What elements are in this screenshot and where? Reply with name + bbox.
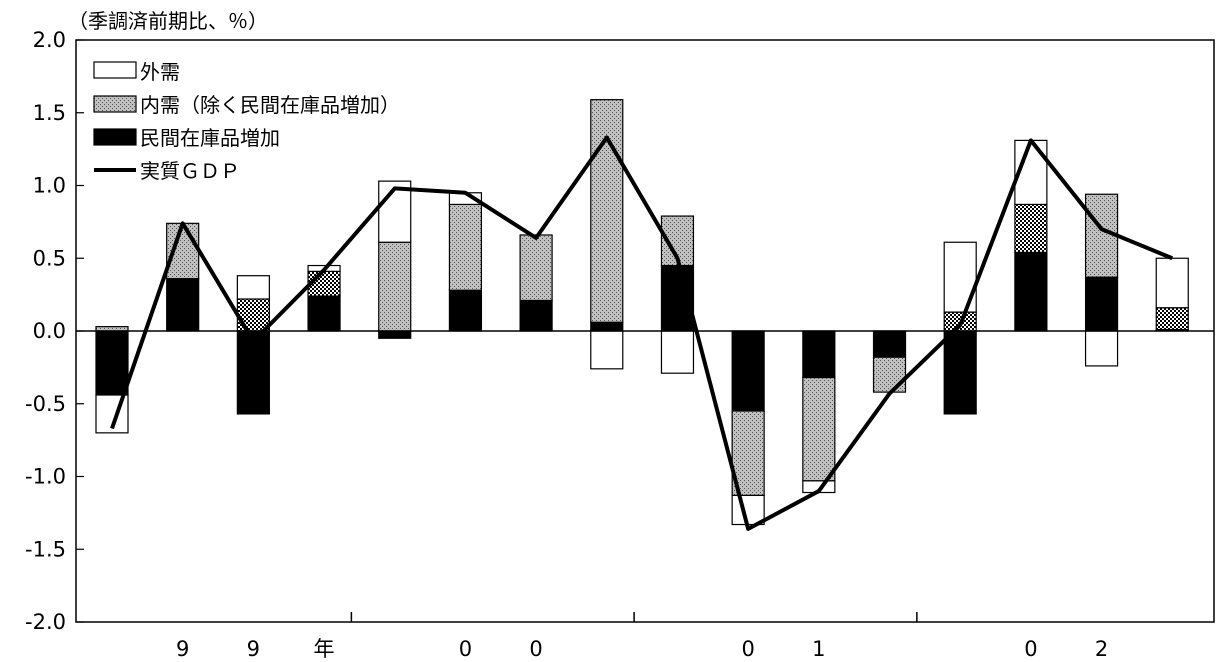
bar-foreign bbox=[1156, 258, 1188, 307]
bar-foreign bbox=[591, 331, 623, 369]
bar-inventory bbox=[520, 300, 552, 331]
legend-swatch-inventory bbox=[94, 129, 136, 145]
legend-swatch-foreign bbox=[94, 62, 136, 78]
bar-domestic bbox=[520, 235, 552, 300]
x-tick-label: 2 bbox=[1095, 637, 1108, 661]
bar-inventory bbox=[803, 331, 835, 378]
bar-foreign bbox=[944, 242, 976, 312]
gdp-line bbox=[112, 137, 1172, 528]
y-tick-label: -1.0 bbox=[25, 465, 66, 489]
legend-swatch-domestic bbox=[94, 96, 136, 112]
y-tick-label: 1.5 bbox=[33, 101, 66, 125]
legend: 外需 内需（除く民間在庫品増加） 民間在庫品増加 実質ＧＤＰ bbox=[94, 60, 400, 183]
bar-inventory bbox=[732, 331, 764, 411]
y-axis: 2.0 1.5 1.0 0.5 0.0 -0.5 -1.0 -1.5 -2.0 bbox=[25, 28, 84, 634]
bar-domestic bbox=[379, 242, 411, 331]
x-tick-label: 0 bbox=[459, 637, 472, 661]
y-tick-label: 0.5 bbox=[33, 246, 66, 270]
bar-domestic bbox=[591, 100, 623, 323]
x-tick-label: 0 bbox=[741, 637, 754, 661]
x-tick-label: 9 bbox=[176, 637, 189, 661]
bar-foreign bbox=[661, 331, 693, 373]
bar-inventory bbox=[591, 322, 623, 331]
legend-label-gdp: 実質ＧＤＰ bbox=[140, 159, 240, 183]
legend-label-domestic: 内需（除く民間在庫品増加） bbox=[140, 93, 400, 117]
x-tick-label: 1 bbox=[812, 637, 825, 661]
y-tick-label: 1.0 bbox=[33, 174, 66, 198]
x-tick-label: 0 bbox=[1024, 637, 1037, 661]
bar-inventory bbox=[308, 296, 340, 331]
bar-inventory bbox=[237, 331, 269, 414]
x-tick-label: 年 bbox=[314, 637, 335, 661]
bar-inventory bbox=[449, 290, 481, 331]
bar-inventory bbox=[379, 331, 411, 338]
bar-domestic bbox=[803, 378, 835, 481]
bar-inventory bbox=[944, 331, 976, 414]
bar-inventory bbox=[1086, 277, 1118, 331]
bar-foreign bbox=[237, 276, 269, 299]
y-tick-label: -1.5 bbox=[25, 537, 66, 561]
bar-domestic bbox=[1156, 308, 1188, 330]
y-tick-label: 2.0 bbox=[33, 28, 66, 52]
unit-label: （季調済前期比、％） bbox=[68, 9, 268, 33]
x-axis: 9 9 年 0 0 0 1 0 2 bbox=[176, 612, 1108, 661]
legend-label-foreign: 外需 bbox=[140, 60, 180, 84]
bar-domestic bbox=[874, 357, 906, 392]
bar-domestic bbox=[449, 204, 481, 290]
bar-domestic bbox=[1015, 204, 1047, 252]
y-tick-label: -0.5 bbox=[25, 392, 66, 416]
bar-inventory bbox=[1015, 252, 1047, 331]
x-tick-label: 9 bbox=[247, 637, 260, 661]
bar-series bbox=[96, 100, 1188, 525]
bar-inventory bbox=[874, 331, 906, 357]
bar-foreign bbox=[732, 495, 764, 524]
y-tick-label: -2.0 bbox=[25, 610, 66, 634]
bar-inventory bbox=[167, 279, 199, 331]
y-tick-label: 0.0 bbox=[33, 319, 66, 343]
legend-label-inventory: 民間在庫品増加 bbox=[140, 126, 280, 150]
bar-foreign bbox=[1086, 331, 1118, 366]
x-tick-label: 0 bbox=[529, 637, 542, 661]
bar-inventory bbox=[96, 331, 128, 395]
